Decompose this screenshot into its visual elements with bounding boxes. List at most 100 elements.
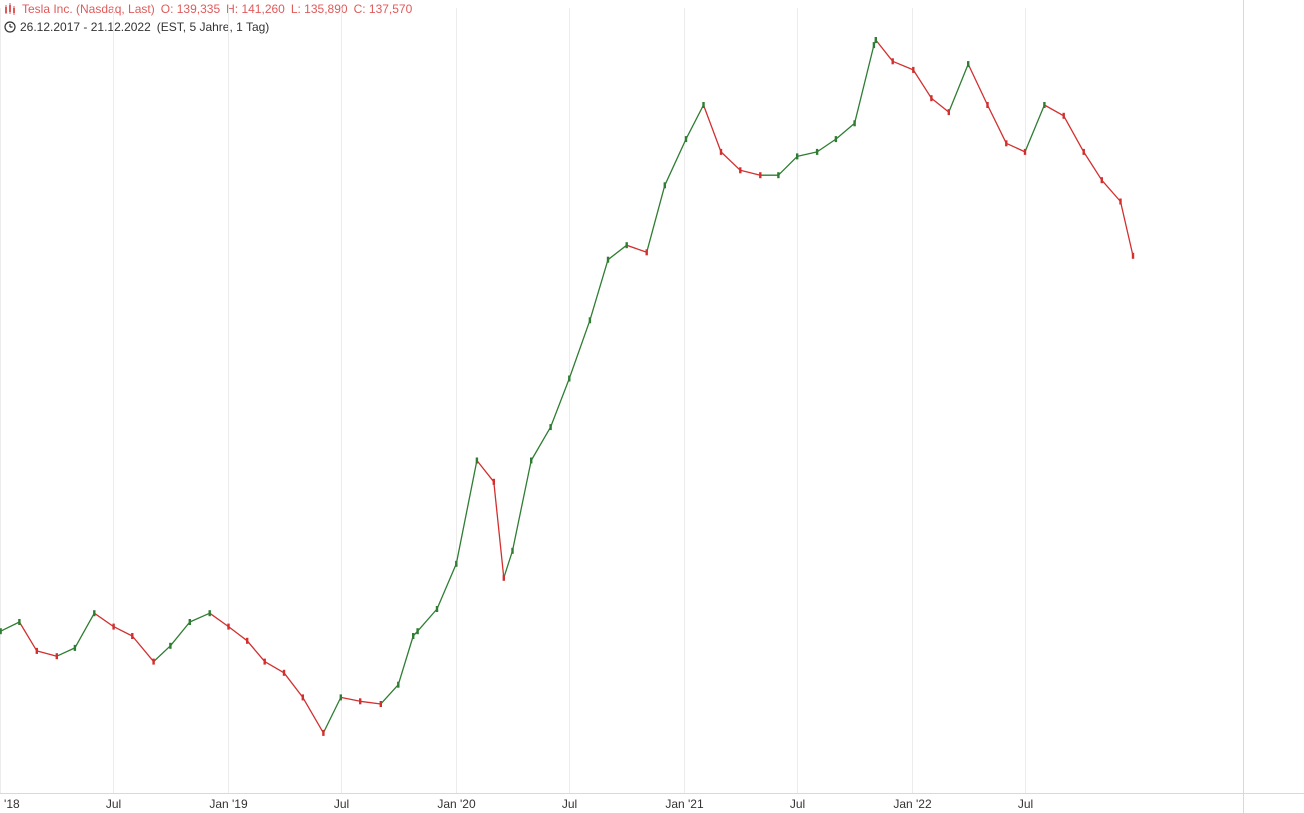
price-point (435, 606, 439, 612)
price-segment (568, 319, 591, 380)
x-tick-label: Jan '22 (893, 797, 932, 811)
price-segment (720, 151, 741, 171)
price-point (663, 182, 666, 189)
price-point (967, 61, 970, 68)
price-segment (511, 459, 532, 552)
price-point (511, 547, 514, 554)
price-segment (1101, 179, 1122, 203)
price-segment (853, 44, 875, 124)
price-point (834, 136, 838, 143)
x-tick-label: Jul (562, 797, 577, 811)
price-point (1131, 252, 1135, 259)
price-segment (112, 625, 133, 637)
price-point (339, 694, 342, 701)
x-tick-label: Jul (106, 797, 121, 811)
price-segment (93, 612, 115, 628)
price-point (475, 457, 479, 464)
clock-icon (4, 21, 16, 33)
price-point (930, 95, 933, 102)
price-segment (777, 155, 798, 176)
range-header: 26.12.2017 - 21.12.2022 (EST, 5 Jahre, 1 … (4, 20, 275, 34)
x-tick-label: Jul (1018, 797, 1033, 811)
price-point (227, 623, 230, 630)
price-segment (436, 563, 457, 610)
price-point (853, 120, 856, 127)
price-segment (359, 700, 382, 705)
ohlc-close: C: 137,570 (353, 2, 413, 16)
price-segment (18, 621, 38, 652)
price-point (379, 701, 382, 707)
price-segment (967, 63, 989, 106)
price-segment (1005, 142, 1026, 153)
price-segment (1083, 151, 1103, 181)
price-segment (476, 459, 495, 483)
price-point (208, 610, 211, 617)
price-point (702, 102, 705, 108)
ohlc-high: H: 141,260 (226, 2, 285, 16)
price-point (1062, 112, 1065, 119)
price-point (1043, 102, 1046, 108)
price-segment (892, 60, 914, 71)
price-point (912, 66, 915, 73)
price-point (947, 109, 950, 116)
x-tick-label: Jul (334, 797, 349, 811)
price-segment (503, 550, 514, 579)
x-tick-label: Jan '19 (209, 797, 248, 811)
price-segment (1119, 200, 1134, 257)
x-tick-label: Jan '20 (437, 797, 476, 811)
price-point (1023, 148, 1027, 155)
price-point (1119, 198, 1122, 205)
price-point (93, 610, 96, 617)
price-point (588, 317, 592, 324)
date-range: 26.12.2017 - 21.12.2022 (20, 20, 151, 34)
price-segment (131, 635, 155, 663)
price-point (568, 375, 571, 382)
price-point (455, 560, 458, 567)
price-segment (302, 696, 325, 734)
price-point (35, 647, 38, 654)
price-point (0, 628, 2, 635)
price-segment (626, 244, 648, 253)
price-point (1005, 140, 1008, 147)
price-segment (322, 696, 342, 734)
price-point (815, 148, 819, 155)
price-point (759, 172, 762, 179)
price-segment (930, 97, 950, 113)
price-segment (0, 621, 21, 632)
price-segment (1024, 104, 1046, 153)
price-segment (340, 696, 361, 702)
price-point (112, 623, 115, 630)
price-point (18, 619, 21, 625)
price-segment (835, 122, 856, 140)
price-point (359, 698, 362, 705)
price-point (625, 242, 628, 249)
price-segment (1043, 104, 1065, 117)
price-segment (283, 672, 304, 699)
price-point (530, 457, 533, 464)
price-point (416, 628, 419, 635)
price-segment (169, 621, 191, 647)
price-segment (264, 660, 285, 674)
price-segment (397, 635, 414, 686)
price-segment (912, 69, 933, 99)
price-segment (589, 259, 609, 321)
candlestick-icon (5, 3, 15, 15)
price-segment (189, 612, 211, 623)
price-point (986, 102, 989, 108)
range-info: (EST, 5 Jahre, 1 Tag) (156, 20, 270, 34)
price-point (301, 694, 304, 701)
price-segment (36, 650, 58, 657)
price-segment (646, 184, 666, 253)
price-point (169, 642, 172, 649)
price-point (739, 167, 742, 174)
x-tick-label: Jan '21 (665, 797, 704, 811)
price-segment (607, 244, 628, 261)
instrument-header: Tesla Inc. (Nasdaq, Last) O: 139,335 H: 14… (4, 2, 418, 16)
price-point (549, 424, 552, 431)
price-segment (875, 39, 894, 62)
price-segment (796, 151, 818, 158)
price-segment (380, 684, 399, 705)
ohlc-open: O: 139,335 (160, 2, 221, 16)
price-point (412, 633, 415, 639)
